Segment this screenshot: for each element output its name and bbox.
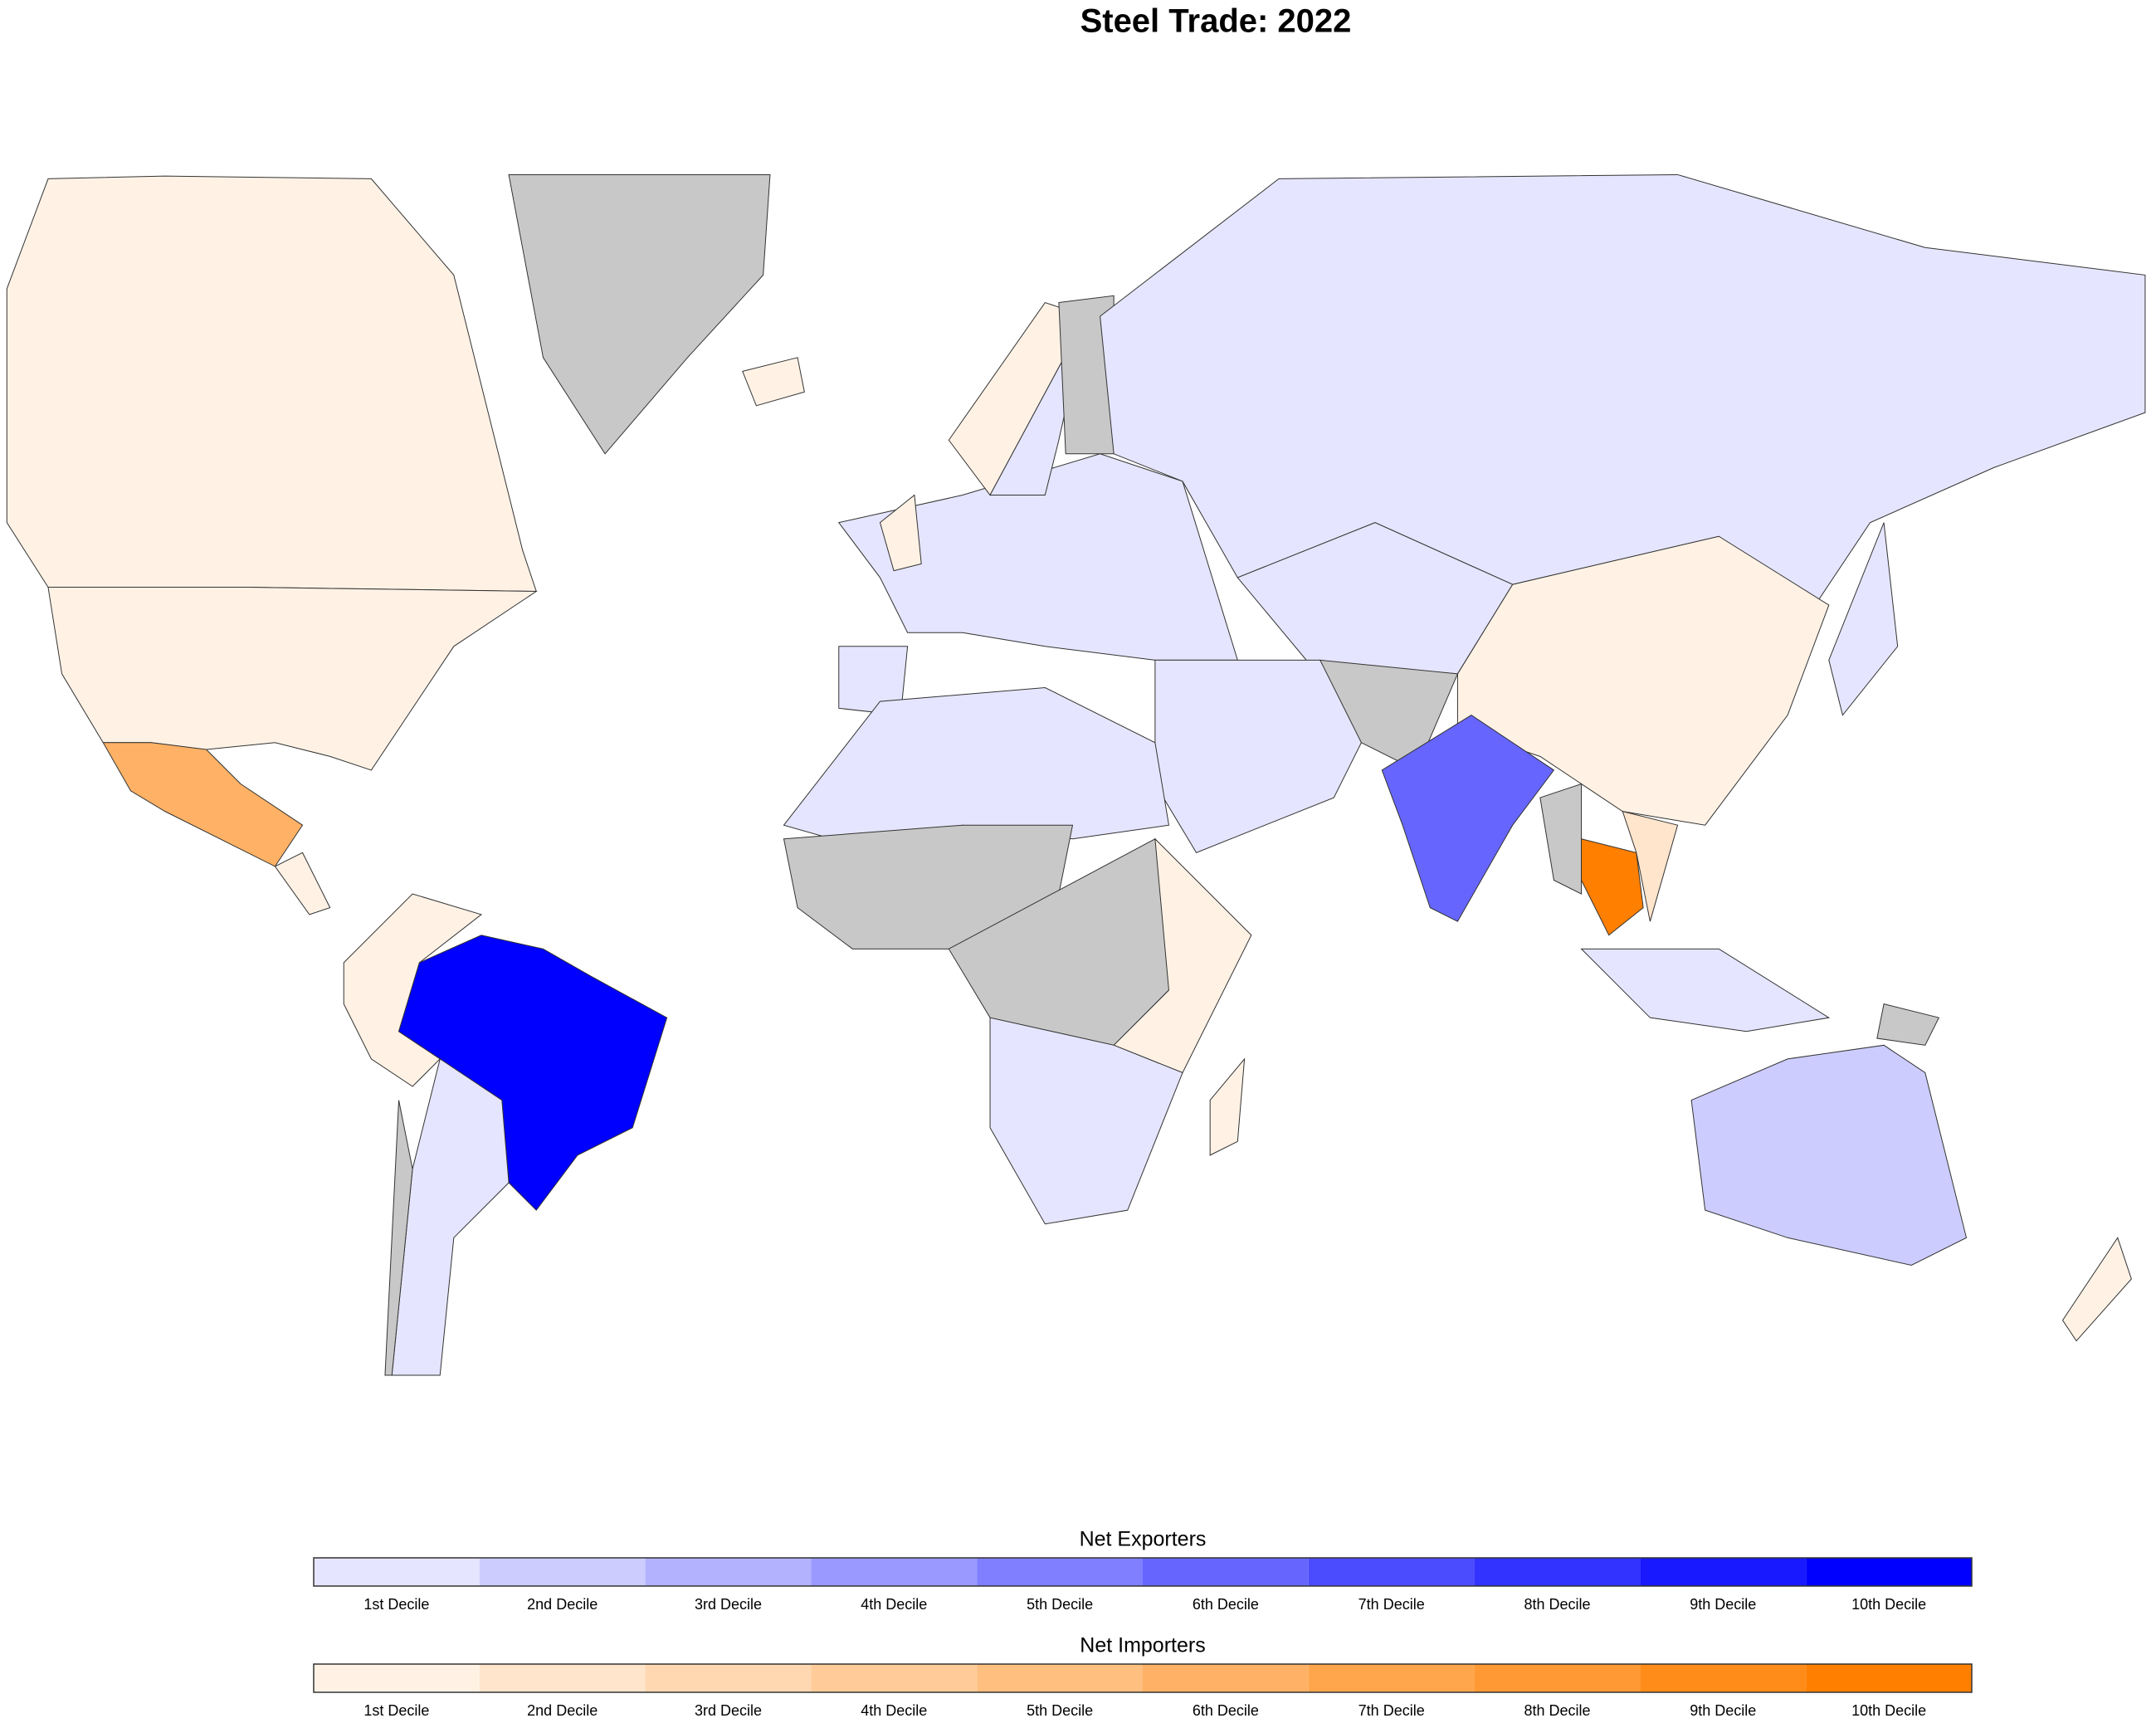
legend-label: 1st Decile	[363, 1596, 429, 1613]
country	[275, 852, 329, 915]
country	[1582, 949, 1829, 1031]
legend-label: 1st Decile	[363, 1702, 429, 1719]
legend-swatch	[811, 1664, 978, 1692]
legend-label: 4th Decile	[861, 1702, 927, 1719]
legend-label: 10th Decile	[1851, 1596, 1926, 1613]
country	[1582, 839, 1644, 935]
legend-label: 5th Decile	[1027, 1702, 1093, 1719]
legend-swatch	[977, 1558, 1143, 1586]
legend-swatch	[1143, 1558, 1309, 1586]
country	[392, 1059, 509, 1375]
country	[7, 176, 536, 591]
country	[1540, 783, 1582, 894]
legend-label: 3rd Decile	[695, 1702, 762, 1719]
country	[880, 495, 921, 571]
legend-label: 10th Decile	[1851, 1702, 1926, 1719]
legend-swatch	[1806, 1664, 1972, 1692]
legend-title: Net Importers	[1080, 1634, 1205, 1657]
legend-label: 9th Decile	[1690, 1702, 1756, 1719]
legend-frame	[313, 1663, 1973, 1693]
legend-label: 8th Decile	[1524, 1596, 1590, 1613]
country	[48, 588, 536, 770]
country	[743, 358, 805, 406]
world-map	[7, 174, 2145, 1375]
legend-label: 5th Decile	[1027, 1596, 1093, 1613]
legend-swatch	[645, 1558, 812, 1586]
country	[1829, 523, 1898, 715]
country	[1622, 812, 1677, 922]
legend-label: 4th Decile	[861, 1596, 927, 1613]
legend-swatch	[1308, 1664, 1475, 1692]
country	[1100, 174, 2145, 605]
legend-label: 7th Decile	[1358, 1702, 1425, 1719]
legend-swatch	[811, 1558, 978, 1586]
country	[509, 174, 770, 453]
legend-swatch	[1640, 1558, 1807, 1586]
legend-label: 2nd Decile	[527, 1702, 598, 1719]
legend-label: 9th Decile	[1690, 1596, 1756, 1613]
legend-label: 8th Decile	[1524, 1702, 1590, 1719]
legend-swatch	[479, 1664, 646, 1692]
country	[2063, 1237, 2132, 1340]
country	[1382, 715, 1554, 922]
country	[1210, 1059, 1244, 1155]
legend-swatch	[1806, 1558, 1972, 1586]
legend-swatch	[479, 1558, 646, 1586]
country	[990, 1018, 1183, 1224]
legend-title: Net Exporters	[1080, 1528, 1207, 1551]
country	[103, 743, 302, 866]
country	[1691, 1045, 1966, 1265]
legend-swatch	[314, 1558, 480, 1586]
legend-label: 6th Decile	[1193, 1596, 1259, 1613]
legend-swatch	[1474, 1558, 1641, 1586]
legend-swatch	[1640, 1664, 1807, 1692]
legend-label: 2nd Decile	[527, 1596, 598, 1613]
legend-swatch	[1474, 1664, 1641, 1692]
country	[385, 1101, 412, 1375]
legend-swatch	[977, 1664, 1143, 1692]
legend-label: 6th Decile	[1193, 1702, 1259, 1719]
legend-swatch	[1143, 1664, 1309, 1692]
title: Steel Trade: 2022	[1080, 3, 1352, 40]
legend-frame	[313, 1557, 1973, 1587]
legend-label: 3rd Decile	[695, 1596, 762, 1613]
legend-swatch	[1308, 1558, 1475, 1586]
country	[1877, 1004, 1939, 1046]
legend-swatch	[645, 1664, 812, 1692]
legend-label: 7th Decile	[1358, 1596, 1425, 1613]
legend-swatch	[314, 1664, 480, 1692]
